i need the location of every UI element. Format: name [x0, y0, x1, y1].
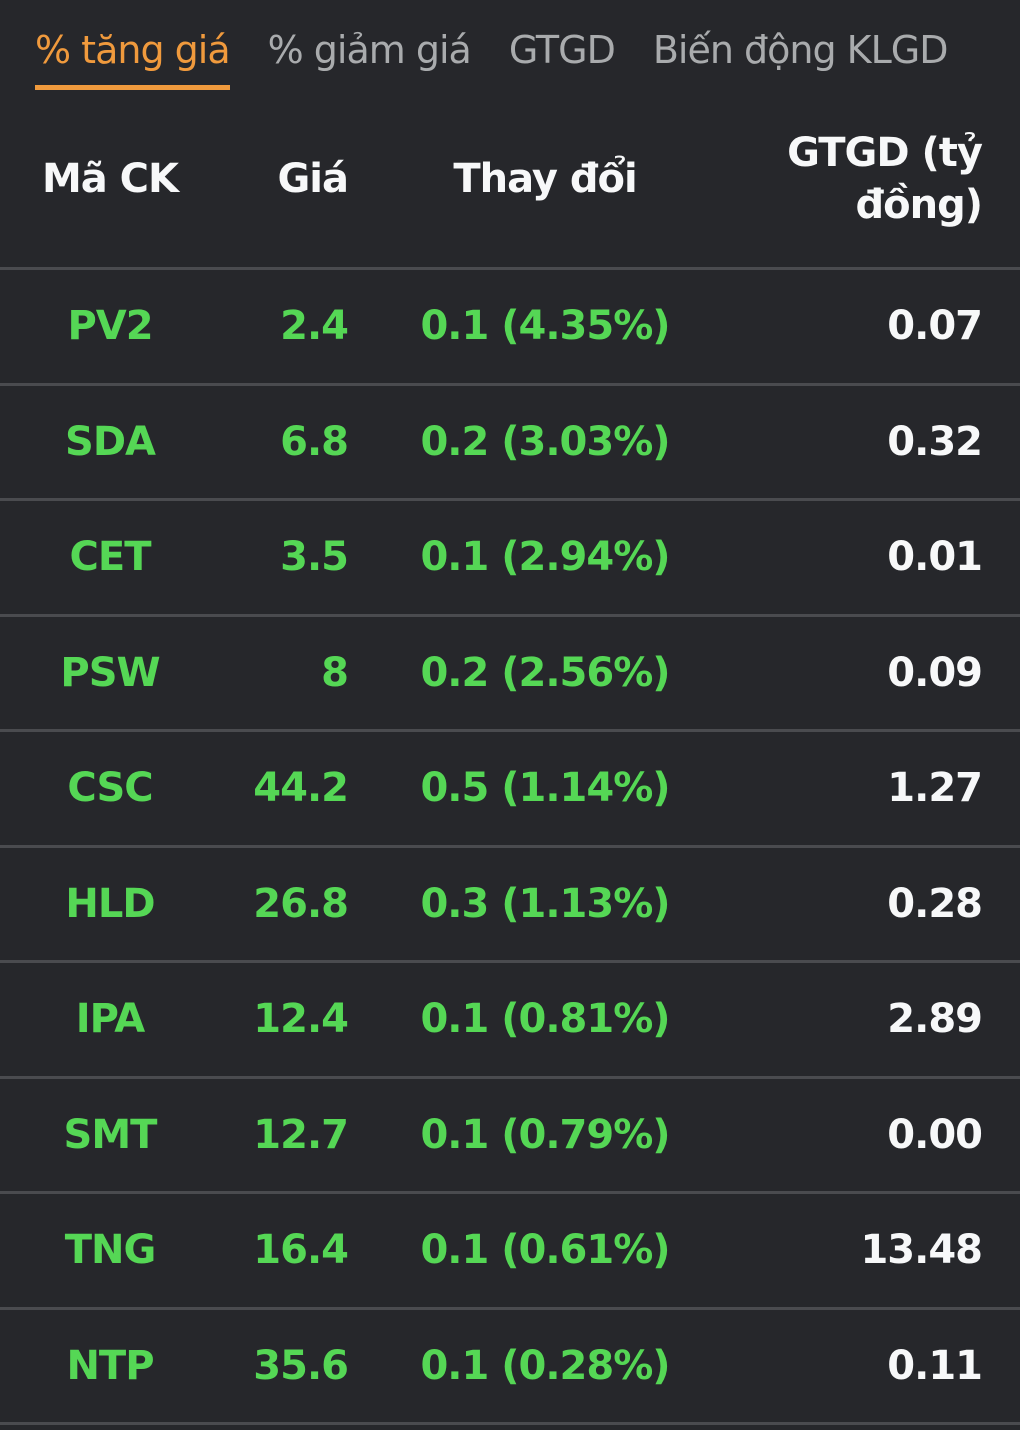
- gtgd-cell: 13.48: [860, 1227, 983, 1274]
- header-gtgd: GTGD (tỷ đồng): [742, 127, 983, 231]
- change-cell: 0.1 (0.79%): [420, 1111, 670, 1158]
- price-cell: 2.4: [280, 303, 349, 350]
- stock-code-cell: HLD: [65, 880, 155, 927]
- stock-code-cell: CSC: [67, 765, 153, 812]
- table-row[interactable]: PSW 8 0.2 (2.56%) 0.09: [0, 613, 1020, 730]
- tab-gtgd[interactable]: GTGD: [508, 28, 616, 72]
- stock-code-cell: CET: [69, 534, 152, 581]
- table-row[interactable]: SDA 6.8 0.2 (3.03%) 0.32: [0, 382, 1020, 499]
- header-stock-code: Mã CK: [41, 155, 179, 202]
- gtgd-cell: 0.01: [887, 534, 983, 581]
- gtgd-cell: 1.27: [887, 765, 983, 812]
- header-gtgd-line2: đồng): [855, 181, 983, 228]
- gtgd-cell: 0.07: [887, 303, 983, 350]
- tab-pct-gainers[interactable]: % tăng giá: [35, 28, 231, 90]
- table-row[interactable]: PV2 2.4 0.1 (4.35%) 0.07: [0, 267, 1020, 383]
- change-cell: 0.1 (0.28%): [420, 1342, 670, 1389]
- price-cell: 12.7: [253, 1111, 349, 1158]
- header-gtgd-line1: GTGD (tỷ: [787, 129, 983, 176]
- price-cell: 8: [321, 649, 349, 696]
- table-row[interactable]: CET 3.5 0.1 (2.94%) 0.01: [0, 498, 1020, 614]
- price-cell: 16.4: [253, 1227, 349, 1274]
- stock-code-cell: SMT: [63, 1111, 158, 1158]
- price-cell: 35.6: [253, 1342, 349, 1389]
- header-price: Giá: [277, 155, 349, 202]
- header-change: Thay đổi: [453, 155, 637, 202]
- change-cell: 0.5 (1.14%): [420, 765, 670, 812]
- change-cell: 0.1 (2.94%): [420, 534, 670, 581]
- gtgd-cell: 2.89: [887, 996, 983, 1043]
- change-cell: 0.1 (0.61%): [420, 1227, 670, 1274]
- stock-code-cell: IPA: [75, 996, 145, 1043]
- price-cell: 6.8: [280, 418, 349, 465]
- change-cell: 0.3 (1.13%): [420, 880, 670, 927]
- stock-code-cell: PSW: [60, 649, 160, 696]
- table-row[interactable]: TNG 16.4 0.1 (0.61%) 13.48: [0, 1191, 1020, 1307]
- table-row[interactable]: SMT 12.7 0.1 (0.79%) 0.00: [0, 1075, 1020, 1192]
- stock-code-cell: PV2: [67, 303, 153, 350]
- gtgd-cell: 0.09: [887, 649, 983, 696]
- table-row[interactable]: HLD 26.8 0.3 (1.13%) 0.28: [0, 844, 1020, 961]
- change-cell: 0.1 (4.35%): [420, 303, 670, 350]
- price-cell: 3.5: [280, 534, 349, 581]
- table-row[interactable]: NTP 35.6 0.1 (0.28%) 0.11: [0, 1306, 1020, 1423]
- tab-klgd-volatility[interactable]: Biến động KLGD: [652, 28, 949, 72]
- change-cell: 0.2 (3.03%): [420, 418, 670, 465]
- tab-bar: % tăng giá % giảm giá GTGD Biến động KLG…: [0, 0, 1020, 90]
- stock-code-cell: SDA: [65, 418, 156, 465]
- price-cell: 44.2: [253, 765, 349, 812]
- table-header: Mã CK Giá Thay đổi GTGD (tỷ đồng): [0, 90, 1020, 267]
- change-cell: 0.1 (0.81%): [420, 996, 670, 1043]
- table-row[interactable]: IPA 12.4 0.1 (0.81%) 2.89: [0, 960, 1020, 1076]
- gtgd-cell: 0.28: [887, 880, 983, 927]
- stock-table: PV2 2.4 0.1 (4.35%) 0.07 SDA 6.8 0.2 (3.…: [0, 267, 1020, 1425]
- change-cell: 0.2 (2.56%): [420, 649, 670, 696]
- price-cell: 12.4: [253, 996, 349, 1043]
- gtgd-cell: 0.00: [887, 1111, 983, 1158]
- table-row[interactable]: CSC 44.2 0.5 (1.14%) 1.27: [0, 729, 1020, 845]
- price-cell: 26.8: [253, 880, 349, 927]
- stock-code-cell: TNG: [64, 1227, 157, 1274]
- gtgd-cell: 0.32: [887, 418, 983, 465]
- tab-pct-losers[interactable]: % giảm giá: [267, 28, 472, 72]
- stock-code-cell: NTP: [66, 1342, 154, 1389]
- gtgd-cell: 0.11: [887, 1342, 983, 1389]
